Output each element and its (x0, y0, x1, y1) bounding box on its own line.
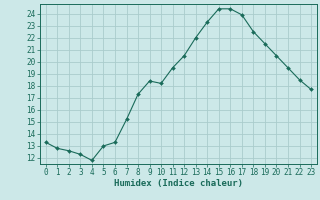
X-axis label: Humidex (Indice chaleur): Humidex (Indice chaleur) (114, 179, 243, 188)
